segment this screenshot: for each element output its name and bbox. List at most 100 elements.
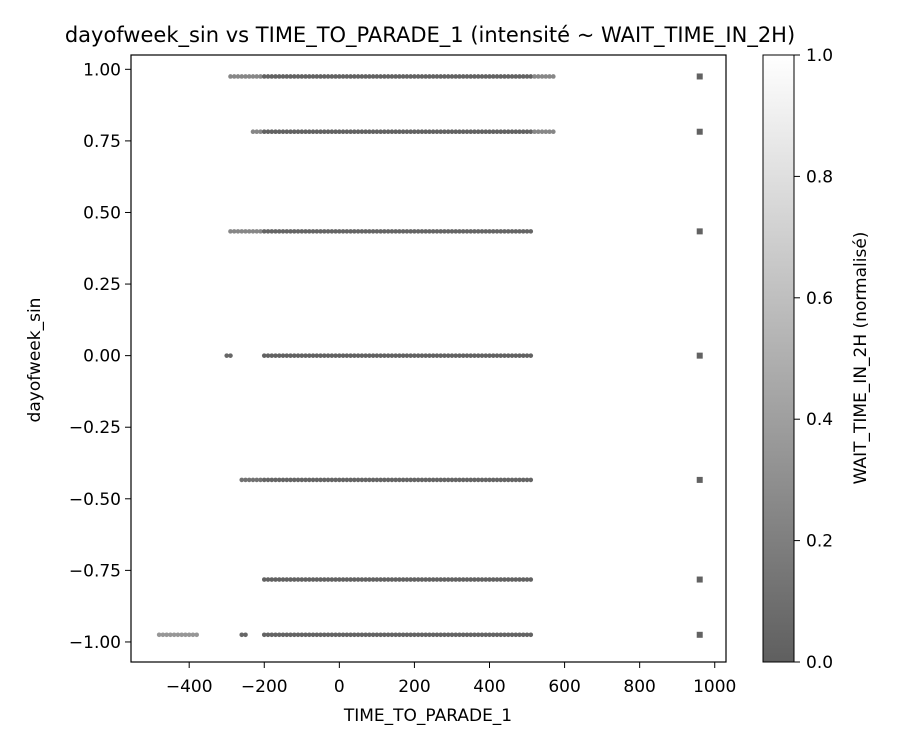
scatter-point — [464, 129, 470, 135]
scatter-point — [329, 353, 335, 358]
scatter-point — [348, 477, 353, 483]
scatter-point — [464, 577, 470, 582]
scatter-point — [352, 74, 357, 79]
scatter-point — [374, 577, 380, 582]
scatter-point — [468, 632, 474, 638]
scatter-point — [472, 632, 477, 638]
scatter-point — [261, 577, 267, 582]
scatter-point — [524, 477, 530, 483]
scatter-point — [389, 477, 395, 483]
scatter-point — [261, 353, 267, 358]
scatter-point — [382, 632, 387, 638]
scatter-point — [498, 229, 504, 234]
scatter-point — [494, 229, 500, 234]
scatter-point — [367, 577, 372, 582]
scatter-point — [292, 74, 297, 79]
scatter-point — [385, 477, 391, 483]
scatter-point — [427, 577, 432, 582]
scatter-point — [438, 129, 444, 135]
scatter-point — [434, 229, 440, 234]
scatter-point — [367, 129, 372, 135]
scatter-point — [423, 129, 428, 135]
scatter-point — [457, 632, 462, 638]
scatter-point — [434, 74, 440, 79]
scatter-point — [273, 353, 278, 358]
scatter-point — [415, 74, 421, 79]
scatter-point — [483, 74, 489, 79]
y-tick-label: −1.00 — [69, 633, 121, 653]
scatter-point — [442, 74, 447, 79]
scatter-point — [299, 353, 305, 358]
scatter-point — [295, 74, 301, 79]
scatter-point — [303, 74, 308, 79]
scatter-point — [352, 632, 357, 638]
scatter-point — [404, 632, 410, 638]
scatter-point — [273, 477, 278, 483]
scatter-point — [250, 74, 256, 79]
scatter-point — [168, 632, 173, 638]
scatter-point — [239, 477, 245, 483]
scatter-point — [509, 353, 515, 358]
scatter-point — [449, 229, 455, 234]
scatter-point — [314, 74, 320, 79]
scatter-point — [186, 632, 192, 638]
scatter-point — [385, 577, 391, 582]
scatter-point — [445, 577, 451, 582]
scatter-point — [528, 577, 534, 582]
colorbar-axis: 0.0 0.2 0.4 0.6 0.8 1.0 — [794, 46, 833, 673]
scatter-point — [412, 74, 417, 79]
scatter-point — [490, 577, 496, 582]
scatter-point-cluster — [696, 476, 703, 483]
scatter-point — [520, 229, 526, 234]
scatter-point — [536, 74, 541, 79]
scatter-point — [490, 353, 496, 358]
scatter-point — [513, 229, 519, 234]
scatter-point — [453, 632, 459, 638]
scatter-point — [378, 477, 383, 483]
scatter-point — [464, 229, 470, 234]
scatter-point — [520, 353, 526, 358]
scatter-point — [430, 632, 436, 638]
scatter-point — [348, 229, 353, 234]
scatter-point — [415, 353, 421, 358]
x-tick-label: 600 — [548, 677, 580, 697]
scatter-point — [292, 353, 297, 358]
scatter-point — [453, 229, 459, 234]
x-tick-label: −400 — [166, 677, 213, 697]
scatter-point — [284, 632, 290, 638]
scatter-point — [457, 74, 462, 79]
scatter-point — [382, 229, 387, 234]
scatter-point — [524, 129, 530, 135]
scatter-point — [322, 353, 327, 358]
scatter-point — [295, 229, 301, 234]
scatter-point — [438, 229, 444, 234]
scatter-point — [269, 74, 275, 79]
scatter-point — [269, 129, 275, 135]
scatter-point — [483, 353, 489, 358]
scatter-point — [419, 353, 425, 358]
scatter-point — [333, 353, 338, 358]
scatter-point — [374, 353, 380, 358]
scatter-point — [363, 577, 368, 582]
scatter-point — [498, 353, 504, 358]
scatter-point — [344, 577, 350, 582]
scatter-point — [408, 477, 413, 483]
scatter-point — [427, 74, 432, 79]
scatter-point — [449, 353, 455, 358]
scatter-point — [299, 477, 305, 483]
scatter-point — [505, 632, 511, 638]
scatter-point — [464, 632, 470, 638]
scatter-point — [438, 477, 444, 483]
scatter-point — [318, 477, 323, 483]
scatter-point — [427, 129, 432, 135]
scatter-point — [468, 229, 474, 234]
scatter-point — [453, 129, 459, 135]
scatter-point — [265, 577, 271, 582]
scatter-point — [382, 577, 387, 582]
scatter-point — [419, 632, 425, 638]
scatter-point — [295, 477, 301, 483]
scatter-point — [434, 353, 440, 358]
scatter-point — [449, 129, 455, 135]
scatter-point — [464, 353, 470, 358]
scatter-point — [505, 353, 511, 358]
